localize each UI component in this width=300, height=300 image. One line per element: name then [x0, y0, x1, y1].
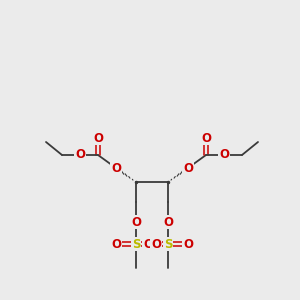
Text: O: O — [183, 161, 193, 175]
Text: O: O — [93, 131, 103, 145]
Text: O: O — [163, 215, 173, 229]
Text: O: O — [143, 238, 153, 250]
Text: O: O — [219, 148, 229, 161]
Text: O: O — [75, 148, 85, 161]
Text: O: O — [201, 131, 211, 145]
Text: O: O — [111, 238, 121, 250]
Text: S: S — [164, 238, 172, 250]
Text: O: O — [131, 215, 141, 229]
Text: S: S — [132, 238, 140, 250]
Text: O: O — [183, 238, 193, 250]
Text: O: O — [151, 238, 161, 250]
Text: O: O — [111, 161, 121, 175]
